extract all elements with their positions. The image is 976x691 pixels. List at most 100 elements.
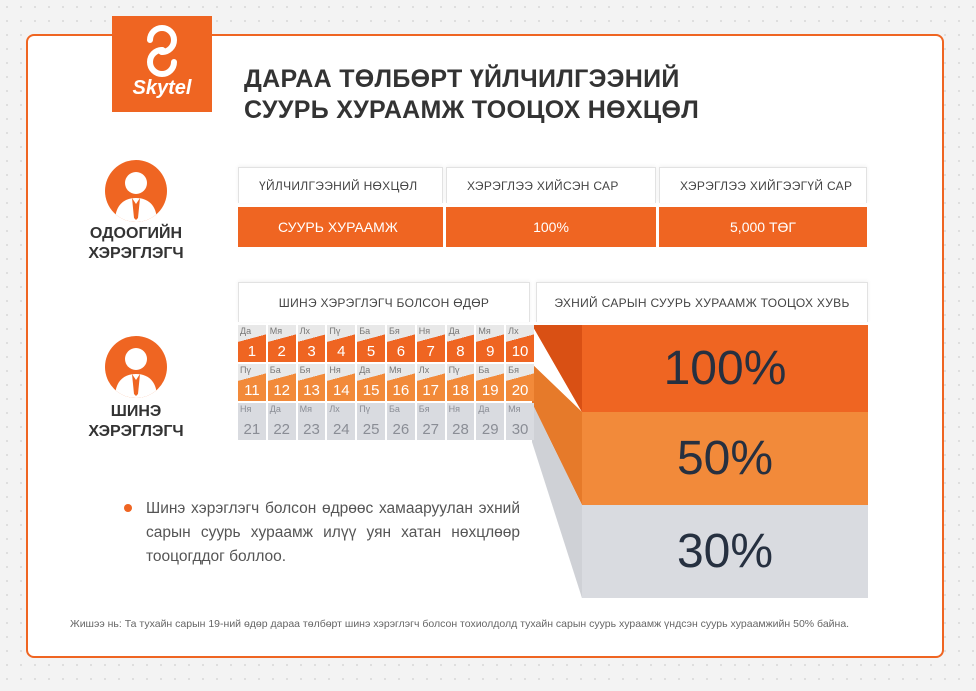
calendar-day: Лх 3: [297, 325, 326, 362]
funnel-side-30: [532, 403, 582, 598]
calendar-day: Да 15: [357, 364, 385, 401]
calendar-date: 25: [362, 421, 380, 438]
current-user-label: ОДООГИЙН ХЭРЭГЛЭГЧ: [66, 224, 206, 264]
calendar-date: 1: [247, 343, 257, 360]
calendar-weekday: Мя: [269, 326, 283, 336]
calendar-date: 10: [511, 343, 529, 360]
calendar-weekday: Ня: [329, 365, 341, 375]
calendar-day: Лх 10: [506, 325, 534, 362]
calendar-weekday: Ба: [359, 326, 371, 336]
calendar-weekday: Пү: [329, 326, 341, 336]
calendar-date: 30: [511, 421, 529, 438]
calendar-weekday: Ба: [269, 365, 281, 375]
calendar-day: Ня 7: [416, 325, 445, 362]
calendar-date: 23: [303, 421, 320, 438]
calendar-day: Бя 6: [386, 325, 415, 362]
calendar-weekday: Лх: [329, 404, 340, 414]
calendar-weekday: Бя: [508, 365, 519, 375]
calendar-day: Пү 11: [238, 364, 266, 401]
calendar-date: 15: [362, 382, 380, 399]
calendar-weekday: Пү: [240, 365, 251, 375]
calendar-date: 14: [332, 382, 350, 399]
calendar-day: Пү 18: [446, 364, 475, 401]
calendar-date: 17: [422, 382, 440, 399]
calendar-day: Ня 21: [238, 403, 266, 440]
calendar-date: 18: [452, 382, 469, 399]
percent-30: 30%: [676, 525, 774, 578]
calendar-date: 27: [422, 421, 440, 438]
new-user-label-line2: ХЭРЭГЛЭГЧ: [88, 423, 184, 440]
value-base-fee: СУУРЬ ХУРААМЖ: [238, 207, 443, 247]
calendar-weekday: Мя: [478, 326, 491, 336]
calendar-day: Ба 19: [476, 364, 505, 401]
calendar-weekday: Лх: [299, 326, 310, 336]
calendar-weekday: Мя: [508, 404, 521, 414]
calendar-day: Лх 24: [327, 403, 356, 440]
calendar-weekday: Лх: [418, 365, 430, 375]
calendar-date: 28: [452, 421, 469, 438]
calendar-day: Мя 16: [386, 364, 415, 401]
percent-100: 100%: [663, 342, 787, 395]
calendar-weekday: Ня: [418, 326, 431, 336]
calendar-weekday: Бя: [418, 404, 430, 414]
calendar-day: Мя 2: [267, 325, 296, 362]
header-first-month-percent: ЭХНИЙ САРЫН СУУРЬ ХУРААМЖ ТООЦОХ ХУВЬ: [536, 282, 868, 322]
calendar-date: 7: [426, 343, 435, 360]
funnel-band-50: [532, 364, 868, 505]
calendar-date: 12: [273, 382, 291, 399]
calendar-date: 29: [481, 421, 499, 438]
calendar-day: Пү 4: [327, 325, 356, 362]
skytel-logo: Skytel: [112, 16, 212, 112]
logo-mark-icon: [147, 25, 177, 77]
calendar-date: 21: [243, 421, 261, 438]
current-user-avatar-icon: [105, 160, 167, 222]
calendar-date: 4: [337, 343, 346, 360]
calendar-day: Пү 25: [357, 403, 385, 440]
calendar-weekday: Бя: [299, 365, 311, 375]
calendar-weekday: Да: [240, 326, 252, 336]
calendar-day: Лх 17: [416, 364, 445, 401]
calendar-day: Да 29: [476, 403, 505, 440]
title-line-2: СУУРЬ ХУРААМЖ ТООЦОХ НӨХЦӨЛ: [244, 96, 700, 124]
header-used-month: ХЭРЭГЛЭЭ ХИЙСЭН САР: [446, 167, 656, 203]
calendar-day: Ня 28: [446, 403, 475, 440]
calendar-date: 11: [244, 382, 260, 399]
calendar-weekday: Ня: [240, 404, 252, 414]
footnote: Жишээ нь: Та тухайн сарын 19-ний өдөр да…: [70, 618, 850, 630]
calendar-weekday: Бя: [388, 326, 400, 336]
calendar-day: Мя 9: [476, 325, 505, 362]
value-used-month: 100%: [446, 207, 656, 247]
calendar-row-3: Ня 21 Да 22 Мя 23 Лх 24 Пү 25 Ба 26 Бя 27 Ня 28 Да 29 Мя 30: [238, 403, 534, 440]
calendar-grid: Да 1 Мя 2 Лх 3 Пү 4 Ба 5 Бя 6 Ня 7 Да 8 Мя 9 Лх 10 Пү 11 Ба 12…: [238, 325, 534, 442]
calendar-day: Да 22: [267, 403, 296, 440]
funnel-side-100: [532, 325, 582, 412]
calendar-date: 3: [307, 343, 316, 360]
calendar-weekday: Мя: [299, 404, 312, 414]
logo-wordmark: Skytel: [132, 77, 192, 99]
calendar-weekday: Пү: [448, 365, 460, 375]
calendar-weekday: Пү: [359, 404, 371, 414]
calendar-date: 24: [332, 421, 350, 438]
calendar-weekday: Мя: [388, 365, 402, 375]
calendar-date: 9: [486, 343, 495, 360]
calendar-day: Да 8: [446, 325, 475, 362]
new-user-label-line1: ШИНЭ: [110, 403, 162, 420]
calendar-date: 20: [511, 382, 529, 399]
calendar-date: 2: [277, 343, 286, 360]
calendar-weekday: Ня: [448, 404, 460, 414]
calendar-day: Бя 27: [416, 403, 445, 440]
calendar-date: 8: [456, 343, 465, 360]
calendar-date: 16: [392, 382, 410, 399]
calendar-day: Бя 20: [506, 364, 534, 401]
calendar-date: 19: [481, 382, 499, 399]
calendar-weekday: Ба: [478, 365, 490, 375]
calendar-row-1: Да 1 Мя 2 Лх 3 Пү 4 Ба 5 Бя 6 Ня 7 Да 8 Мя 9 Лх 10: [238, 325, 534, 362]
calendar-day: Да 1: [238, 325, 266, 362]
new-user-avatar-icon: [105, 336, 167, 398]
calendar-weekday: Да: [448, 326, 460, 336]
calendar-weekday: Да: [359, 365, 371, 375]
bullet-dot: [124, 504, 132, 512]
calendar-day: Ба 12: [267, 364, 296, 401]
value-unused-month: 5,000 ТӨГ: [659, 207, 867, 247]
